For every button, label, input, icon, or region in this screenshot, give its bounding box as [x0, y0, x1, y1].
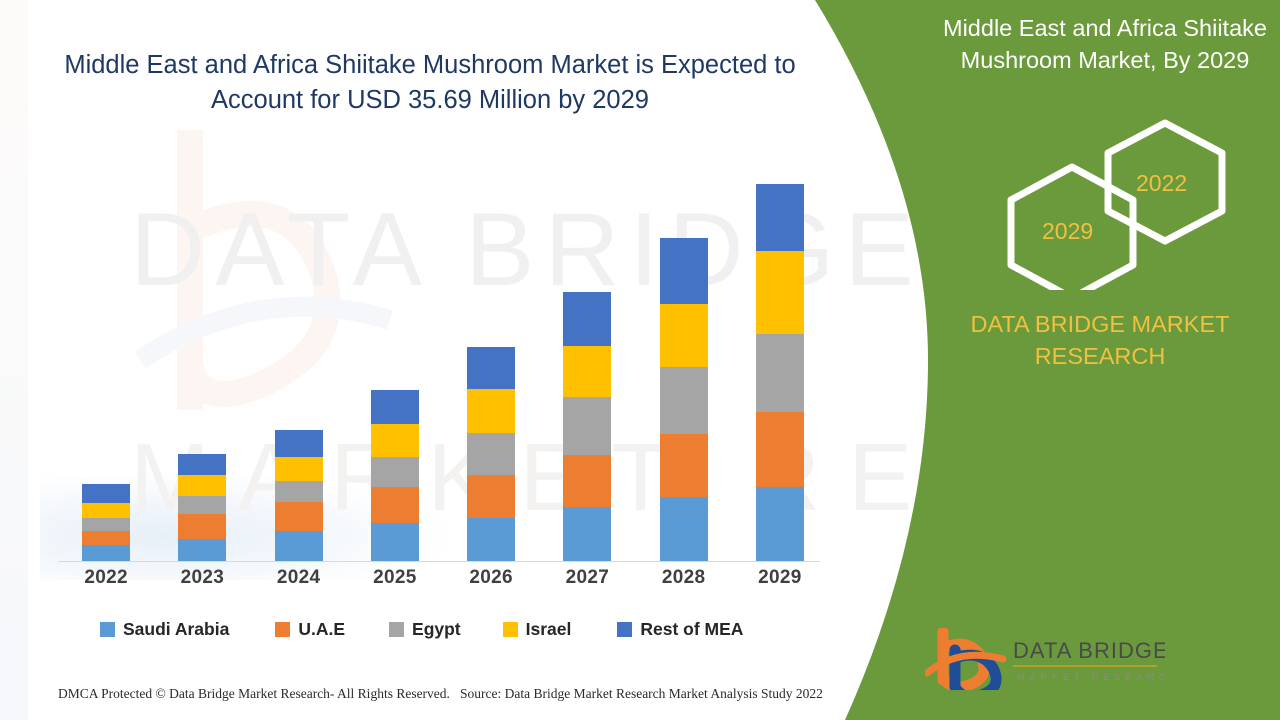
x-axis-line — [58, 560, 820, 562]
legend-item-egypt[interactable]: Egypt — [389, 619, 461, 640]
bar-segment-u-a-e — [659, 434, 708, 498]
x-axis-label-2023: 2023 — [180, 567, 225, 588]
green-panel-shape — [815, 0, 1280, 720]
watermark-logo-icon — [134, 130, 393, 410]
hex-outlines-icon — [1007, 119, 1226, 302]
stacked-bar-chart — [50, 170, 820, 562]
bar-column-2022[interactable] — [82, 483, 131, 561]
page-title: Middle East and Africa Shiitake Mushroom… — [64, 51, 796, 115]
bar-segment-u-a-e — [755, 411, 804, 487]
legend-swatch-icon — [389, 621, 405, 637]
green-side-panel: Middle East and Africa Shiitake Mushroom… — [810, 0, 1280, 720]
bar-segment-rest-of-mea — [755, 184, 804, 251]
bar-segment-israel — [467, 388, 516, 433]
legend-item-saudi-arabia[interactable]: Saudi Arabia — [100, 619, 229, 640]
x-axis-label-2028: 2028 — [661, 567, 706, 588]
bar-segment-israel — [178, 475, 227, 497]
bar-segment-egypt — [563, 397, 612, 456]
data-bridge-logo: DATA BRIDGE MARKET RESEARCH — [925, 628, 1165, 690]
bar-segment-u-a-e — [82, 531, 131, 545]
chart-legend: Saudi Arabia U.A.E Egypt Israel Rest of MEA — [100, 615, 743, 643]
legend-swatch-icon — [100, 621, 115, 637]
bar-segment-rest-of-mea — [370, 389, 419, 424]
x-axis-label-2027: 2027 — [565, 567, 610, 588]
bar-segment-saudi-arabia — [659, 497, 708, 561]
bar-segment-egypt — [370, 457, 419, 487]
brand-name: DATA BRIDGE MARKET RESEARCH — [970, 311, 1230, 370]
bar-segment-egypt — [82, 518, 131, 532]
svg-text:DATA BRIDGE: DATA BRIDGE — [1013, 638, 1165, 663]
bar-segment-saudi-arabia — [563, 506, 612, 561]
bar-column-2025[interactable] — [370, 389, 419, 561]
bar-column-2024[interactable] — [274, 429, 323, 561]
legend-label: Israel — [525, 618, 572, 639]
bar-segment-saudi-arabia — [178, 539, 227, 561]
bar-segment-rest-of-mea — [274, 429, 323, 458]
hex-badge-2029-label: 2029 — [1042, 218, 1094, 244]
legend-item-israel[interactable]: Israel — [502, 618, 572, 640]
bar-segment-saudi-arabia — [370, 522, 419, 561]
bar-segment-israel — [370, 423, 419, 458]
x-axis-labels: 2022 2023 2024 2025 2026 2027 2028 2029 — [50, 567, 820, 597]
x-axis-label-2024: 2024 — [276, 567, 321, 588]
hex-badge-group: 2022 2029 — [950, 115, 1280, 302]
legend-swatch-icon — [502, 621, 518, 637]
legend-swatch-icon — [275, 621, 291, 637]
svg-text:MARKET RESEARCH: MARKET RESEARCH — [1017, 672, 1165, 682]
bar-segment-rest-of-mea — [563, 291, 612, 346]
bar-segment-rest-of-mea — [178, 454, 227, 476]
bar-segment-egypt — [467, 432, 516, 476]
x-axis-label-2026: 2026 — [469, 567, 513, 588]
bar-segment-egypt — [178, 496, 227, 515]
legend-label: U.A.E — [298, 618, 346, 639]
bar-segment-rest-of-mea — [82, 483, 131, 503]
bar-segment-u-a-e — [274, 501, 323, 531]
legend-item-u-a-e[interactable]: U.A.E — [275, 619, 345, 640]
hex-badge-2022-label: 2022 — [1136, 170, 1188, 196]
legend-label: Rest of MEA — [640, 618, 744, 639]
legend-item-rest-of-mea[interactable]: Rest of MEA — [617, 619, 743, 640]
bar-segment-israel — [659, 304, 708, 367]
x-axis-label-2029: 2029 — [758, 567, 802, 588]
bar-segment-rest-of-mea — [467, 346, 516, 389]
bar-segment-rest-of-mea — [659, 238, 708, 305]
bar-column-2026[interactable] — [467, 346, 516, 561]
bar-column-2023[interactable] — [178, 454, 227, 561]
legend-swatch-icon — [617, 621, 633, 637]
bar-segment-egypt — [755, 333, 804, 412]
bar-segment-u-a-e — [370, 486, 419, 523]
bar-segment-u-a-e — [178, 514, 227, 540]
footer-source: Source: Data Bridge Market Research Mark… — [460, 686, 823, 701]
legend-label: Saudi Arabia — [123, 618, 230, 639]
bar-segment-u-a-e — [467, 475, 516, 519]
legend-label: Egypt — [412, 618, 461, 639]
bar-segment-saudi-arabia — [467, 518, 516, 561]
bar-column-2028[interactable] — [659, 238, 708, 561]
bar-segment-israel — [563, 345, 612, 398]
bar-segment-saudi-arabia — [274, 531, 323, 561]
bar-segment-israel — [755, 250, 804, 334]
bar-segment-egypt — [274, 481, 323, 502]
bar-column-2027[interactable] — [563, 291, 612, 561]
bar-segment-saudi-arabia — [82, 544, 131, 561]
bar-segment-egypt — [659, 366, 708, 435]
bar-segment-israel — [274, 457, 323, 482]
bar-segment-israel — [82, 502, 131, 519]
bar-column-2029[interactable] — [755, 184, 804, 561]
green-panel-title: Middle East and Africa Shiitake Mushroom… — [943, 15, 1267, 74]
left-edge-gradient — [0, 0, 28, 720]
footer-copyright: DMCA Protected © Data Bridge Market Rese… — [58, 686, 450, 701]
bar-segment-u-a-e — [563, 455, 612, 507]
x-axis-label-2025: 2025 — [373, 567, 417, 588]
bar-segment-saudi-arabia — [755, 486, 804, 561]
x-axis-label-2022: 2022 — [84, 567, 128, 588]
